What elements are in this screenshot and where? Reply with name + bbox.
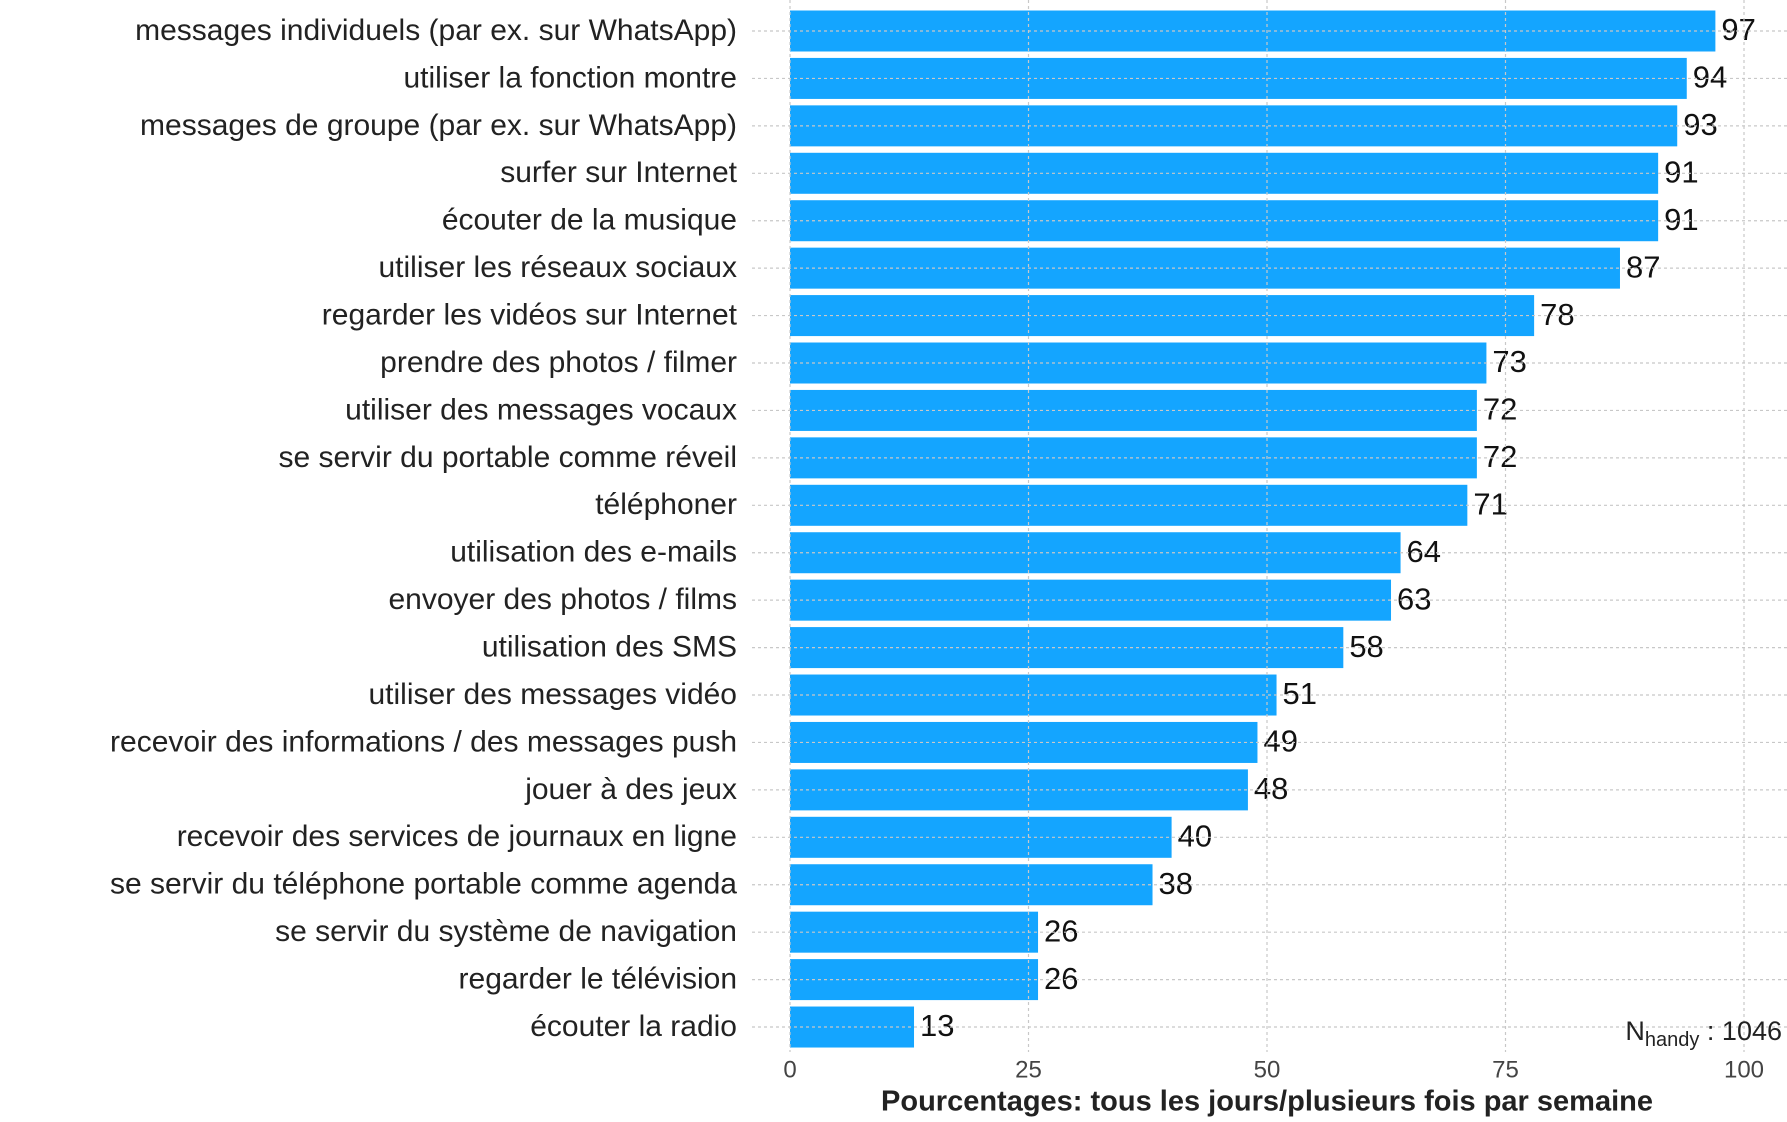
value-label: 72: [1483, 392, 1517, 427]
x-axis-title: Pourcentages: tous les jours/plusieurs f…: [881, 1086, 1653, 1118]
y-tick-label: messages individuels (par ex. sur WhatsA…: [135, 14, 737, 47]
value-label: 13: [920, 1008, 954, 1043]
value-label: 93: [1683, 107, 1717, 142]
y-tick-label: se servir du portable comme réveil: [278, 441, 737, 474]
y-tick-label: utilisation des SMS: [482, 631, 737, 664]
x-tick-label: 0: [783, 1056, 796, 1083]
y-tick-label: utiliser les réseaux sociaux: [379, 251, 738, 284]
value-label: 64: [1407, 534, 1441, 569]
value-label: 97: [1721, 12, 1755, 47]
y-tick-label: regarder le télévision: [459, 963, 737, 996]
annotation: Nhandy : 1046: [1625, 1016, 1782, 1051]
y-tick-label: se servir du téléphone portable comme ag…: [110, 868, 737, 901]
y-tick-label: écouter de la musique: [442, 204, 737, 237]
y-tick-label: écouter la radio: [530, 1010, 737, 1043]
y-tick-label: recevoir des services de journaux en lig…: [177, 820, 737, 853]
y-tick-label: envoyer des photos / films: [388, 583, 737, 616]
y-tick-label: messages de groupe (par ex. sur WhatsApp…: [140, 109, 737, 142]
x-tick-label: 25: [1015, 1056, 1042, 1083]
value-label: 49: [1263, 724, 1297, 759]
y-tick-label: se servir du système de navigation: [275, 915, 737, 948]
value-label: 71: [1473, 486, 1507, 521]
value-label: 40: [1178, 818, 1212, 853]
value-label: 73: [1492, 344, 1526, 379]
value-label: 26: [1044, 961, 1078, 996]
x-tick-label: 50: [1254, 1056, 1281, 1083]
bar: [790, 674, 1277, 716]
value-label: 63: [1397, 581, 1431, 616]
y-tick-label: utilisation des e-mails: [450, 536, 737, 569]
bar: [790, 1006, 915, 1048]
y-tick-label: regarder les vidéos sur Internet: [322, 299, 738, 332]
bar: [790, 389, 1477, 431]
y-tick-label: recevoir des informations / des messages…: [110, 725, 737, 758]
value-label: 72: [1483, 439, 1517, 474]
y-tick-label: surfer sur Internet: [500, 156, 737, 189]
y-tick-label: utiliser la fonction montre: [404, 61, 738, 94]
value-label: 91: [1664, 202, 1698, 237]
y-tick-label: prendre des photos / filmer: [380, 346, 737, 379]
value-label: 91: [1664, 154, 1698, 189]
y-tick-label: téléphoner: [595, 488, 737, 521]
value-label: 51: [1283, 676, 1317, 711]
value-label: 87: [1626, 249, 1660, 284]
value-label: 26: [1044, 913, 1078, 948]
x-tick-label: 100: [1724, 1056, 1764, 1083]
bar: [790, 437, 1477, 479]
x-tick-label: 75: [1492, 1056, 1519, 1083]
value-label: 58: [1349, 629, 1383, 664]
y-tick-label: utiliser des messages vidéo: [368, 678, 737, 711]
value-label: 48: [1254, 771, 1288, 806]
y-tick-label: utiliser des messages vocaux: [345, 393, 737, 426]
value-label: 78: [1540, 297, 1574, 332]
value-label: 38: [1159, 866, 1193, 901]
value-label: 94: [1693, 60, 1727, 95]
y-tick-label: jouer à des jeux: [524, 773, 737, 806]
